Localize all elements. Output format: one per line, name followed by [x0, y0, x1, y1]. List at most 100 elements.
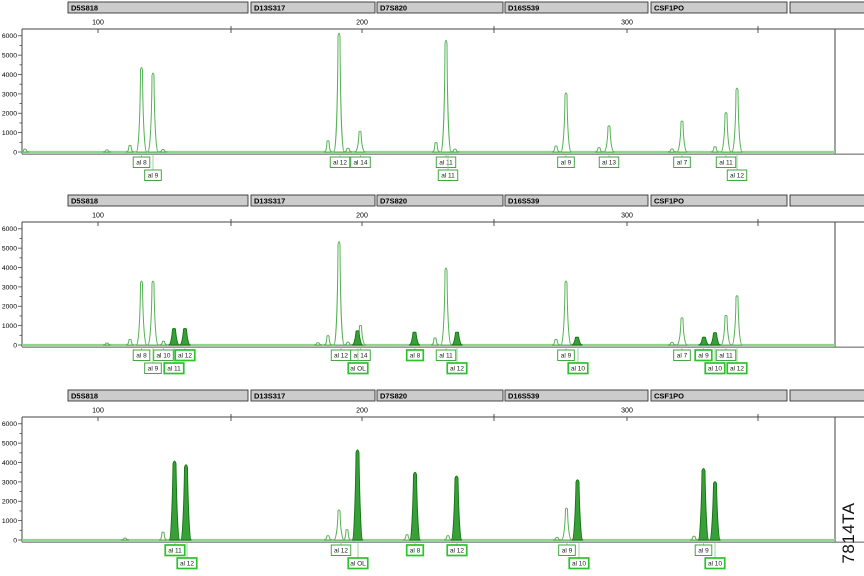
marker-header-D5S818[interactable]: D5S818 [67, 1, 249, 14]
allele-label-D5S818[interactable]: al 8 [132, 349, 151, 361]
allele-label-D5S818[interactable]: al 9 [144, 362, 162, 374]
peak-outline-D16S539 [603, 125, 615, 153]
allele-label-text: al 9 [148, 173, 159, 180]
allele-label-text: al 9 [561, 353, 572, 360]
allele-label-CSF1PO[interactable]: al 7 [673, 156, 691, 168]
allele-label-D16S539[interactable]: al 10 [568, 557, 590, 570]
allele-label-D16S539[interactable]: al 9 [558, 544, 576, 556]
marker-header-blank[interactable] [789, 194, 864, 207]
marker-header-D16S539[interactable]: D16S539 [504, 389, 649, 402]
marker-name: D5S818 [71, 392, 98, 401]
allele-label-CSF1PO[interactable]: al 12 [726, 362, 748, 375]
allele-label-D16S539[interactable]: al 9 [557, 156, 575, 168]
marker-header-D16S539[interactable]: D16S539 [504, 1, 649, 14]
allele-label-D16S539[interactable]: al 13 [598, 156, 620, 168]
marker-header-D16S539[interactable]: D16S539 [504, 194, 649, 207]
allele-label-D13S317[interactable]: al 12 [330, 349, 352, 361]
allele-label-text: al 7 [677, 160, 688, 167]
allele-label-D7S820[interactable]: al 11 [437, 169, 459, 181]
allele-label-D7S820[interactable]: al 8 [405, 349, 425, 362]
x-tick-label: 300 [621, 408, 633, 415]
x-tick-label: 100 [92, 20, 104, 27]
peak-outline-D5S818 [147, 72, 159, 153]
marker-header-D7S820[interactable]: D7S820 [376, 389, 504, 402]
marker-header-D7S820[interactable]: D7S820 [376, 194, 504, 207]
allele-label-CSF1PO[interactable]: al 7 [673, 349, 691, 361]
marker-header-CSF1PO[interactable]: CSF1PO [650, 1, 788, 14]
allele-label-D13S317[interactable]: al 12 [329, 156, 351, 168]
y-tick-label: 1000 [2, 518, 17, 525]
peak-filled-D7S820 [409, 471, 421, 541]
allele-label-D16S539[interactable]: al 9 [557, 349, 575, 361]
marker-header-D13S317[interactable]: D13S317 [250, 194, 376, 207]
peak-outline-CSF1PO [731, 295, 743, 346]
allele-label-CSF1PO[interactable]: al 10 [704, 557, 726, 570]
allele-label-D13S317[interactable]: al OL [347, 557, 369, 570]
peak-outline-D7S820 [402, 534, 412, 541]
allele-label-text: al OL [350, 366, 366, 373]
peak-filled-D5S818 [168, 328, 180, 346]
peak-outline-D16S539 [551, 145, 561, 153]
peak-filled-D5S818 [168, 460, 181, 541]
marker-header-D13S317[interactable]: D13S317 [250, 389, 376, 402]
marker-name: D16S539 [508, 4, 539, 13]
peak-outline-D13S317 [342, 529, 352, 541]
allele-label-D7S820[interactable]: al 8 [405, 544, 425, 557]
y-tick-label: 0 [13, 537, 17, 544]
peak-outline-D7S820 [440, 39, 452, 153]
peak-outline-D16S539 [560, 92, 572, 153]
y-tick-label: 3000 [2, 479, 17, 486]
allele-label-CSF1PO[interactable]: al 10 [704, 362, 726, 375]
allele-label-D13S317[interactable]: al OL [347, 362, 369, 375]
allele-label-D16S539[interactable]: al 10 [567, 362, 589, 375]
allele-label-text: al 12 [730, 366, 744, 373]
allele-label-D7S820[interactable]: al 11 [435, 156, 457, 168]
allele-label-text: al 10 [572, 561, 586, 568]
marker-name: D5S818 [71, 197, 98, 206]
marker-header-D13S317[interactable]: D13S317 [250, 1, 376, 14]
sample-id-vertical-label: 7814TA [839, 502, 858, 564]
marker-header-blank[interactable] [789, 1, 864, 14]
allele-label-D5S818[interactable]: al 11 [164, 544, 186, 557]
allele-label-text: al 9 [561, 160, 572, 167]
y-tick-label: 4000 [2, 265, 17, 272]
marker-name: D7S820 [380, 197, 407, 206]
allele-label-D7S820[interactable]: al 12 [446, 544, 468, 557]
marker-header-CSF1PO[interactable]: CSF1PO [650, 194, 788, 207]
marker-name: CSF1PO [654, 392, 684, 401]
marker-name: D5S818 [71, 4, 98, 13]
allele-label-D5S818[interactable]: al 10 [153, 349, 174, 361]
marker-header-D5S818[interactable]: D5S818 [67, 389, 249, 402]
peak-outline-D13S317 [343, 147, 353, 153]
peak-outline-D13S317 [343, 341, 353, 346]
allele-label-text: al 10 [156, 353, 170, 360]
allele-label-D7S820[interactable]: al 12 [446, 362, 468, 375]
allele-label-text: al 8 [136, 160, 147, 167]
peak-filled-CSF1PO [697, 468, 710, 541]
allele-label-CSF1PO[interactable]: al 12 [726, 169, 748, 181]
allele-label-D13S317[interactable]: al 12 [330, 544, 352, 556]
allele-label-CSF1PO[interactable]: al 11 [715, 156, 737, 168]
allele-label-D5S818[interactable]: al 12 [174, 349, 196, 362]
marker-header-blank[interactable] [789, 389, 864, 402]
allele-label-D5S818[interactable]: al 8 [132, 156, 151, 168]
peak-outline-D5S818 [136, 66, 147, 153]
y-tick-label: 2000 [2, 304, 17, 311]
allele-label-text: al 12 [178, 353, 192, 360]
allele-label-text: al 12 [180, 561, 194, 568]
marker-header-D5S818[interactable]: D5S818 [67, 194, 249, 207]
allele-label-CSF1PO[interactable]: al 11 [715, 349, 737, 361]
marker-header-D7S820[interactable]: D7S820 [376, 1, 504, 14]
allele-label-D5S818[interactable]: al 9 [144, 169, 162, 181]
allele-label-D7S820[interactable]: al 11 [435, 349, 457, 361]
allele-label-D13S317[interactable]: al 14 [350, 349, 371, 361]
allele-label-CSF1PO[interactable]: al 9 [694, 349, 713, 362]
allele-label-D5S818[interactable]: al 12 [176, 557, 198, 570]
marker-header-CSF1PO[interactable]: CSF1PO [650, 389, 788, 402]
allele-label-D13S317[interactable]: al 14 [350, 156, 371, 168]
allele-label-D5S818[interactable]: al 11 [163, 362, 185, 375]
x-tick-label: 100 [92, 213, 104, 220]
allele-label-CSF1PO[interactable]: al 9 [694, 544, 713, 556]
peak-outline-D7S820 [450, 148, 460, 153]
peak-outline-D5S818 [120, 537, 130, 541]
